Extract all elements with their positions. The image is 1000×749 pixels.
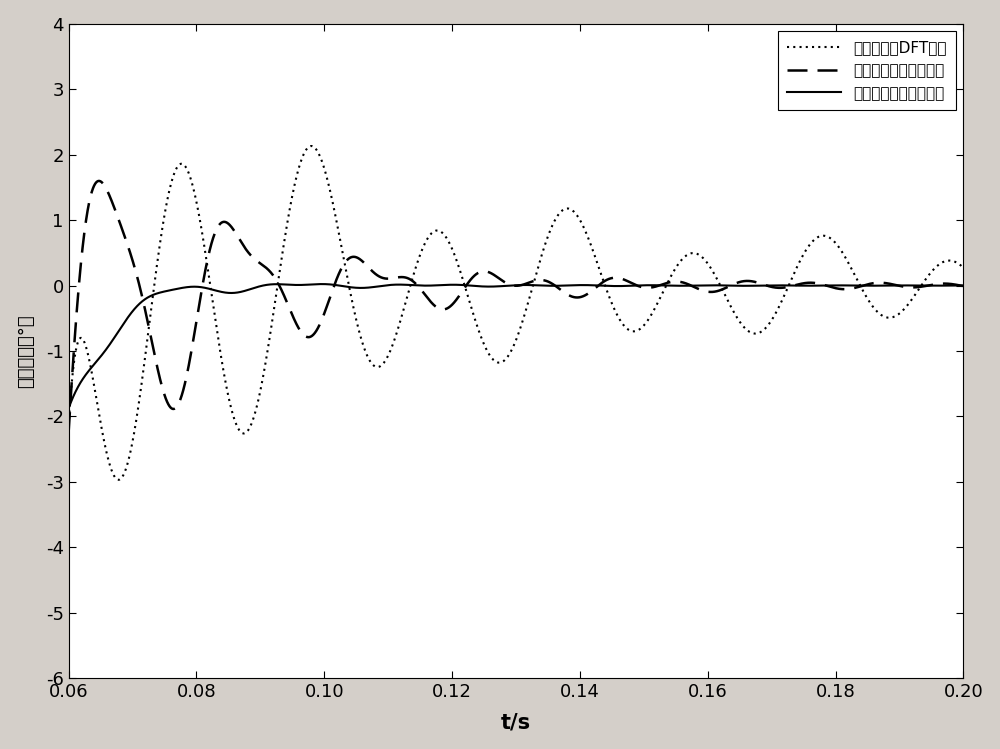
传统变窗长DFT方法 [63,421,75,430]
传统变窗长DFT方法 [600,282,612,291]
滤除衰减直流分量方法 [599,282,611,291]
传统变窗长DFT方法 [731,312,743,321]
Line: 滤除衰减直流分量方法: 滤除衰减直流分量方法 [69,284,963,408]
滤除衰减直流分量方法 [957,281,969,290]
传统变窗长DFT方法 [405,279,417,288]
Legend: 传统变窗长DFT方法, 基于复合梯形公式方法, 滤除衰减直流分量方法: 传统变窗长DFT方法, 基于复合梯形公式方法, 滤除衰减直流分量方法 [778,31,956,110]
传统变窗长DFT方法 [225,404,237,413]
基于复合梯形公式方法 [405,275,417,284]
基于复合梯形公式方法 [225,222,237,231]
Line: 基于复合梯形公式方法: 基于复合梯形公式方法 [69,181,963,432]
X-axis label: t/s: t/s [501,712,531,733]
传统变窗长DFT方法 [305,142,317,151]
基于复合梯形公式方法 [730,279,742,288]
基于复合梯形公式方法 [63,428,75,437]
滤除衰减直流分量方法 [405,281,417,290]
传统变窗长DFT方法 [645,311,657,320]
Y-axis label: 相位误差（°）: 相位误差（°） [17,314,35,388]
基于复合梯形公式方法 [93,177,105,186]
滤除衰减直流分量方法 [63,404,75,413]
传统变窗长DFT方法 [799,248,811,257]
传统变窗长DFT方法 [957,264,969,273]
滤除衰减直流分量方法 [645,281,657,290]
基于复合梯形公式方法 [599,276,611,285]
滤除衰减直流分量方法 [799,281,811,290]
基于复合梯形公式方法 [799,279,811,288]
Line: 传统变窗长DFT方法: 传统变窗长DFT方法 [69,146,963,480]
滤除衰减直流分量方法 [225,288,237,297]
传统变窗长DFT方法 [113,476,125,485]
基于复合梯形公式方法 [957,282,969,291]
基于复合梯形公式方法 [645,283,657,292]
滤除衰减直流分量方法 [730,281,742,290]
滤除衰减直流分量方法 [316,279,328,288]
